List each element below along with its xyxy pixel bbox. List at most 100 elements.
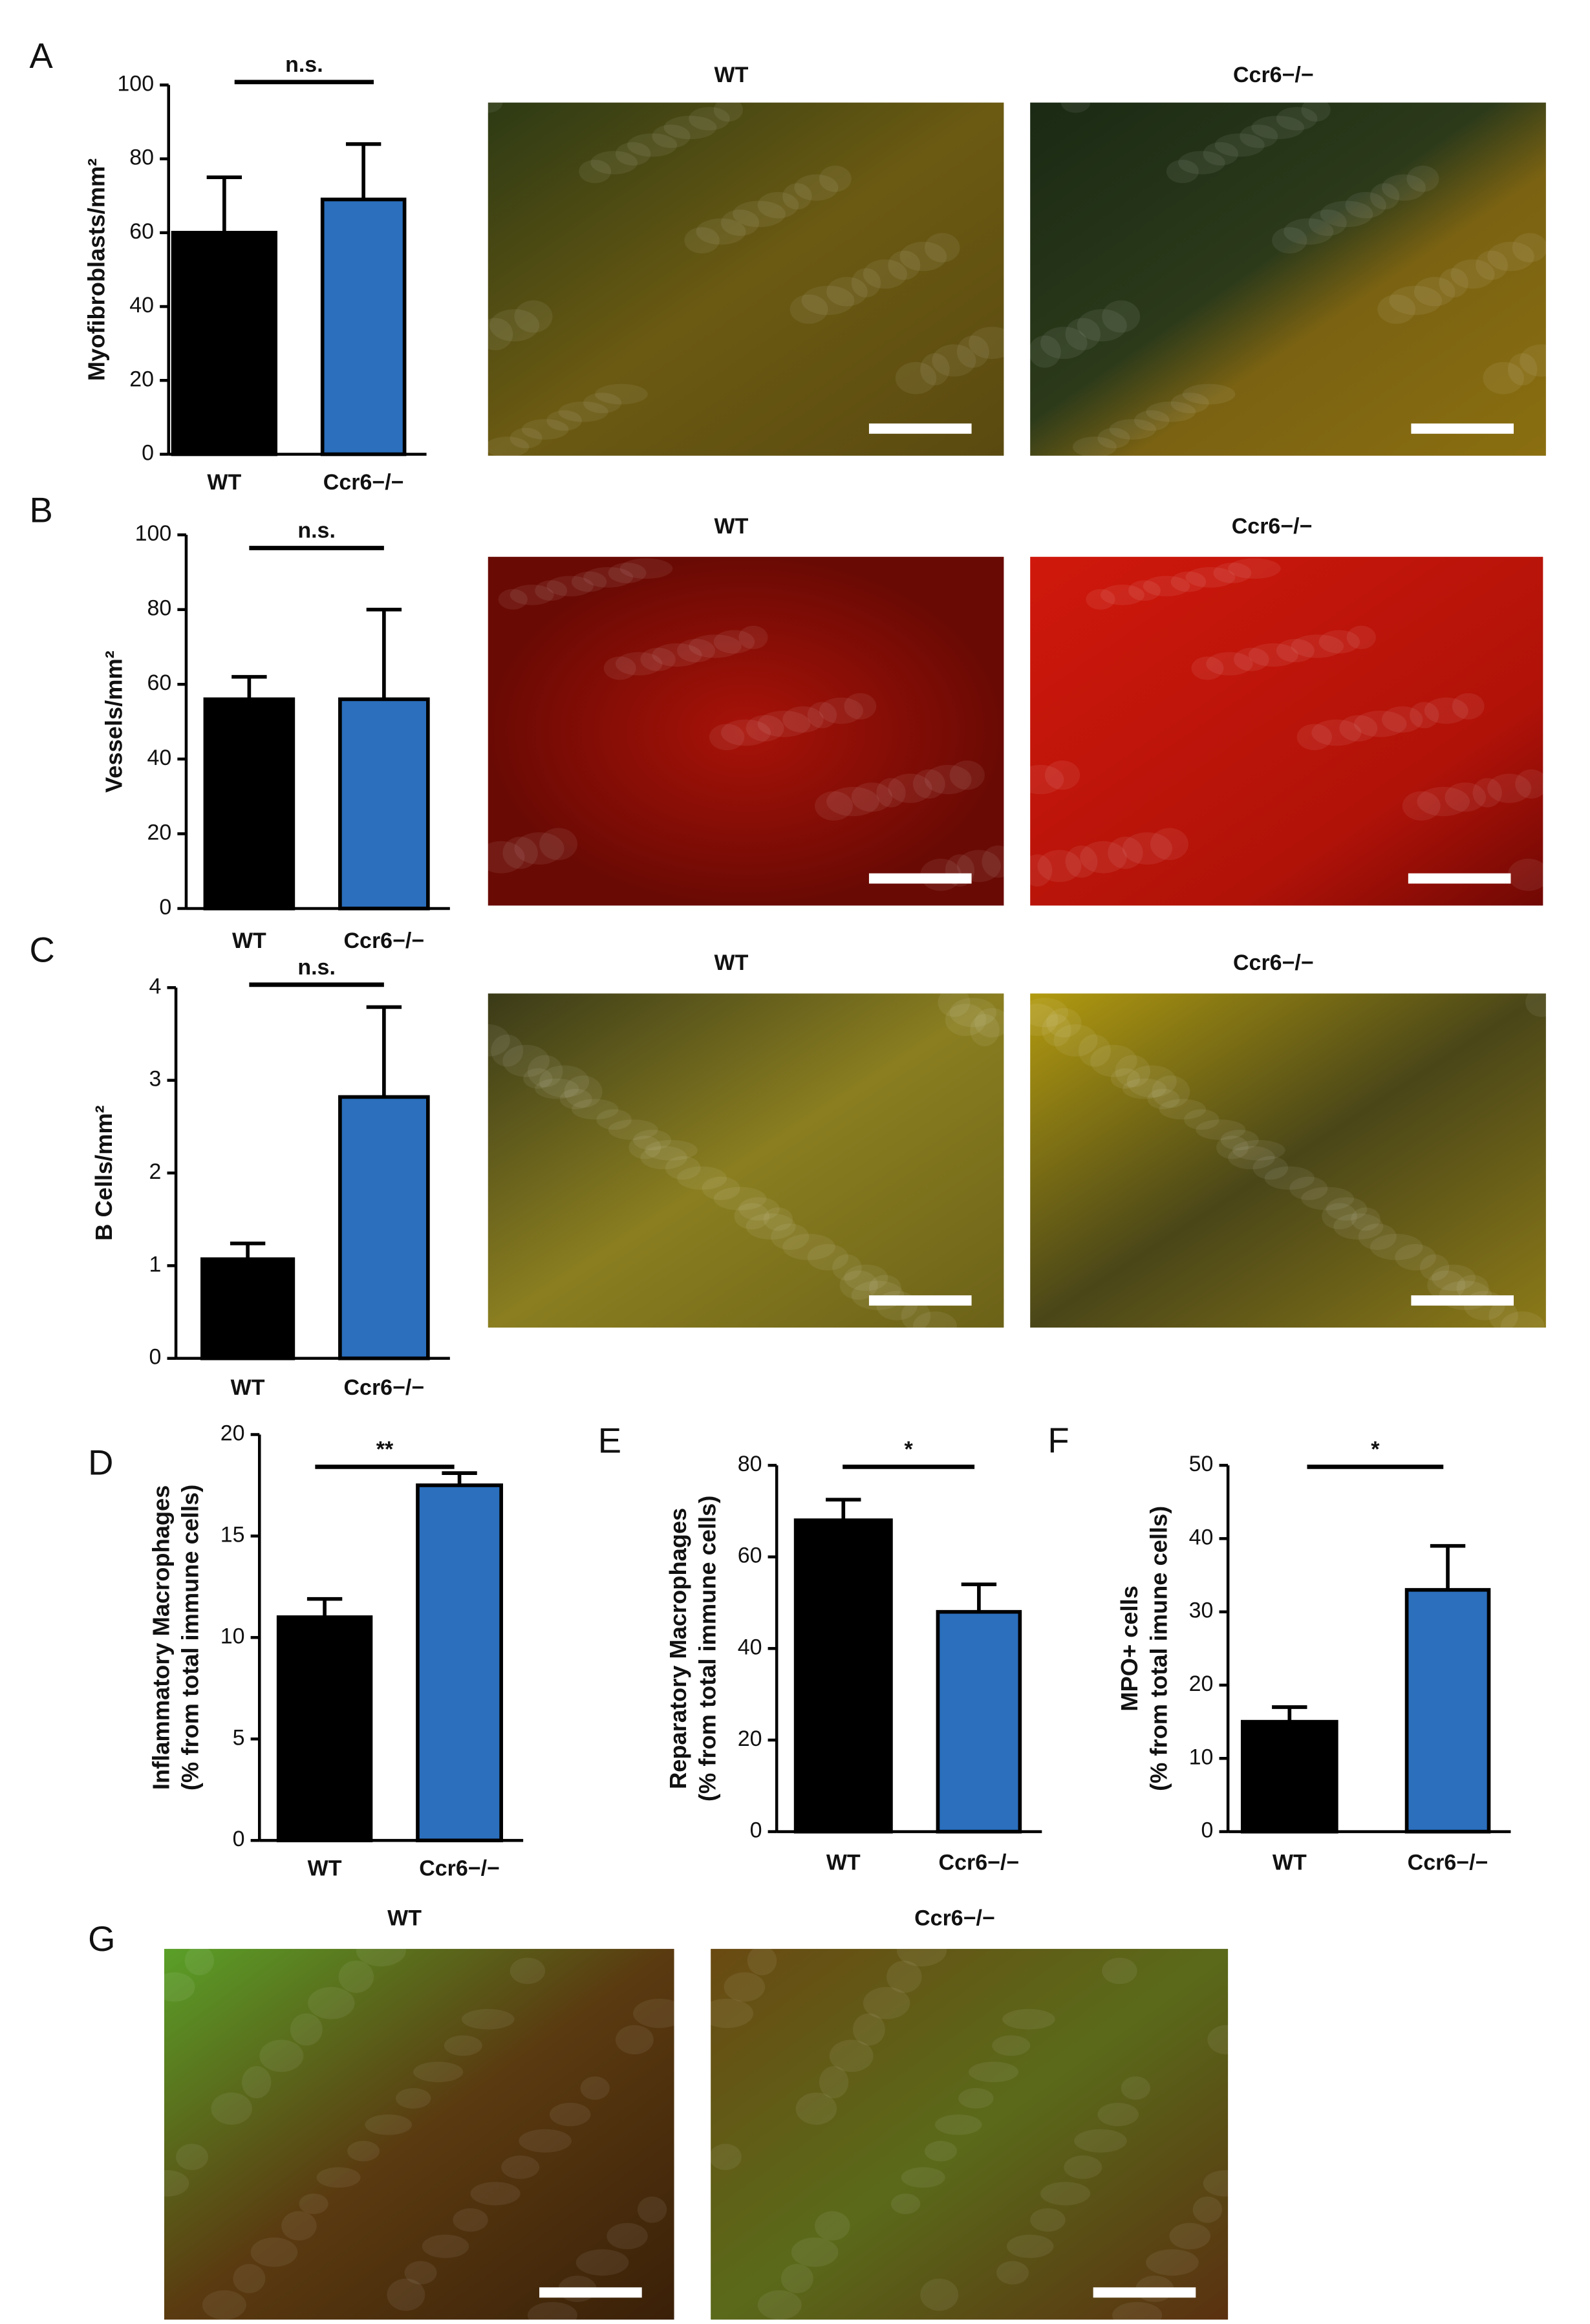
tissue-texture: [1022, 854, 1053, 887]
tissue-texture: [982, 845, 1015, 878]
tissue-texture: [868, 1275, 901, 1302]
bar: [416, 1483, 503, 1843]
tissue-texture: [863, 1986, 910, 2019]
image-label: Ccr6−/−: [1232, 514, 1313, 539]
y-tick-label: 0: [159, 895, 171, 920]
y-axis-label: (% from total immune cells): [694, 1496, 721, 1802]
tissue-texture: [184, 1946, 214, 1975]
tissue-texture: [839, 1270, 878, 1300]
tissue-texture: [677, 1166, 727, 1190]
tissue-texture: [633, 1130, 672, 1150]
tissue-texture: [1370, 1234, 1423, 1260]
tissue-texture: [1515, 769, 1548, 799]
tissue-texture: [807, 702, 837, 729]
tissue-texture: [514, 832, 564, 865]
tissue-texture: [1410, 702, 1439, 729]
tissue-texture: [1507, 858, 1549, 891]
tissue-texture: [1333, 1213, 1384, 1240]
tissue-texture: [498, 588, 528, 610]
tissue-texture: [901, 2167, 945, 2188]
tissue-texture: [721, 210, 759, 236]
tissue-texture: [211, 2092, 252, 2125]
y-tick-label: 15: [220, 1522, 245, 1547]
tissue-texture: [1488, 1301, 1518, 1331]
tissue-texture: [510, 427, 543, 449]
panel-letter: C: [29, 930, 54, 969]
tissue-texture: [844, 693, 877, 720]
tissue-texture: [851, 782, 893, 812]
tissue-texture: [1424, 697, 1468, 724]
tissue-texture: [1064, 2155, 1102, 2179]
tissue-texture: [1406, 166, 1439, 192]
tissue-texture: [738, 625, 768, 649]
tissue-texture: [583, 393, 621, 414]
tissue-texture: [549, 2102, 591, 2127]
micrograph: [488, 102, 1004, 456]
tissue-texture: [539, 1065, 590, 1098]
annotation: n.s.: [297, 955, 336, 980]
micrograph: [1030, 557, 1543, 906]
tissue-texture: [826, 786, 879, 817]
y-tick-label: 4: [149, 974, 162, 998]
image-label: WT: [714, 63, 749, 87]
tissue-texture: [546, 576, 594, 597]
tissue-texture: [583, 566, 634, 588]
bar: [200, 1257, 295, 1361]
tissue-texture: [1346, 625, 1376, 649]
tissue-texture: [713, 1187, 767, 1210]
tissue-texture: [1097, 427, 1130, 449]
image-label: WT: [714, 951, 749, 975]
x-tick-label: WT: [1273, 1850, 1307, 1875]
scale-bar: [539, 2287, 642, 2298]
tissue-texture: [876, 778, 906, 808]
tissue-texture: [1100, 585, 1144, 605]
tissue-texture: [510, 585, 554, 605]
tissue-texture: [1030, 2208, 1066, 2232]
micrograph: [164, 1948, 674, 2320]
tissue-texture: [477, 317, 513, 350]
tissue-texture: [470, 2182, 521, 2206]
tissue-texture: [535, 580, 568, 601]
tissue-texture: [1354, 711, 1407, 737]
panel-letter: A: [29, 36, 53, 76]
tissue-texture: [1452, 693, 1485, 720]
tissue-texture: [1445, 782, 1486, 812]
bar: [320, 197, 407, 457]
tissue-texture: [607, 2222, 648, 2250]
tissue-texture: [242, 2066, 272, 2099]
x-tick-label: Ccr6−/−: [344, 929, 425, 953]
tissue-texture: [757, 711, 811, 737]
x-tick-label: Ccr6−/−: [939, 1850, 1020, 1875]
tissue-texture: [956, 335, 989, 368]
tissue-texture: [652, 643, 702, 667]
y-tick-label: 60: [738, 1544, 762, 1568]
tissue-texture: [1146, 2249, 1199, 2276]
tissue-texture: [1090, 1044, 1137, 1077]
bar: [203, 697, 295, 910]
tissue-texture: [510, 1957, 546, 1985]
tissue-texture: [996, 2261, 1029, 2285]
tissue-texture: [713, 630, 755, 654]
tissue-texture: [1037, 850, 1082, 883]
tissue-texture: [1184, 1109, 1219, 1130]
tissue-texture: [485, 436, 530, 458]
tissue-texture: [1086, 588, 1115, 610]
tissue-texture: [1077, 309, 1127, 341]
tissue-texture: [899, 241, 947, 272]
tissue-texture: [829, 2039, 874, 2072]
tissue-texture: [1110, 1068, 1141, 1089]
x-tick-label: Ccr6−/−: [1408, 1850, 1488, 1875]
tissue-texture: [819, 166, 852, 192]
tissue-texture: [895, 361, 937, 394]
tissue-texture: [233, 2264, 266, 2294]
tissue-texture: [1301, 1187, 1355, 1210]
tissue-texture: [1122, 832, 1173, 865]
tissue-texture: [1121, 2076, 1151, 2100]
x-tick-label: Ccr6−/−: [344, 1375, 425, 1400]
tissue-texture: [535, 1078, 579, 1099]
tissue-texture: [1016, 764, 1064, 795]
tissue-texture: [1065, 317, 1101, 350]
tissue-texture: [832, 1254, 862, 1281]
tissue-texture: [949, 998, 997, 1028]
tissue-texture: [807, 1243, 849, 1271]
